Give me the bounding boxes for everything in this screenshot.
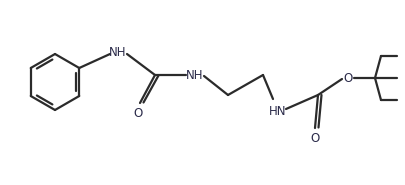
Text: O: O bbox=[309, 132, 319, 144]
Text: NH: NH bbox=[186, 68, 203, 82]
Text: O: O bbox=[133, 107, 142, 120]
Text: O: O bbox=[343, 71, 352, 85]
Text: HN: HN bbox=[269, 105, 286, 117]
Text: NH: NH bbox=[109, 46, 126, 58]
